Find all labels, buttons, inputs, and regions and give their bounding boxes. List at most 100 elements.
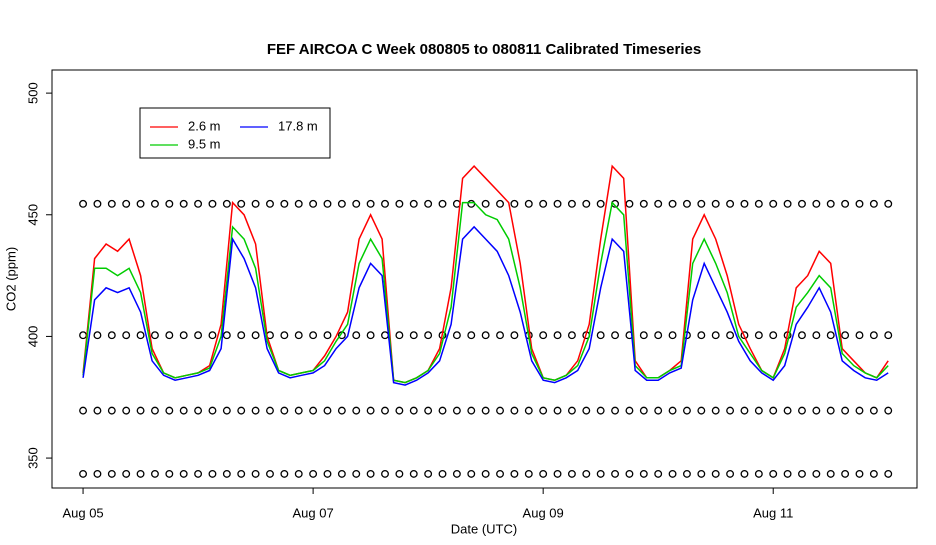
calibration-point [754,199,763,208]
calibration-point [467,406,476,415]
calibration-point [93,406,102,415]
calibration-point [769,469,778,478]
legend-label: 17.8 m [278,118,318,133]
calibration-point [424,469,433,478]
calibration-point [711,469,720,478]
calibration-point [726,406,735,415]
calibration-point [395,199,404,208]
calibration-point [826,406,835,415]
calibration-point [812,331,821,340]
calibration-point [150,199,159,208]
calibration-point [611,331,620,340]
calibration-point [352,469,361,478]
calibration-point [366,331,375,340]
calibration-point [237,406,246,415]
calibration-point [582,406,591,415]
calibration-point [496,331,504,340]
calibration-point [539,199,548,208]
calibration-point [582,469,591,478]
calibration-point [309,331,318,340]
calibration-point [582,199,591,208]
calibration-point [496,199,504,208]
calibration-point [107,331,116,340]
calibration-point [740,406,749,415]
calibration-point [481,406,490,415]
calibration-point [136,406,145,415]
calibration-point [553,331,562,340]
calibration-point [122,199,131,208]
calibration-point [798,199,806,208]
calibration-point [596,406,605,415]
calibration-point [122,331,131,340]
calibration-point [841,199,850,208]
calibration-point [524,406,533,415]
calibration-point [237,199,246,208]
calibration-point [783,469,792,478]
calibration-point [783,199,792,208]
calibration-point [309,199,318,208]
calibration-point [294,406,303,415]
calibration-point [395,469,404,478]
calibration-point [625,406,634,415]
calibration-point [539,406,548,415]
calibration-point [136,331,145,340]
calibration-point [366,406,375,415]
x-tick-label: Aug 07 [293,505,334,520]
calibration-point [122,469,131,478]
y-tick-label: 450 [25,204,40,226]
calibration-point [625,469,634,478]
calibration-point [682,469,691,478]
calibration-point [366,469,375,478]
calibration-point [884,199,893,208]
calibration-point [251,199,260,208]
x-tick-label: Aug 11 [753,505,793,520]
calibration-point [869,469,878,478]
calibration-point [481,331,490,340]
calibration-point [639,331,648,340]
calibration-point [352,331,361,340]
calibration-point [136,469,145,478]
x-tick-label: Aug 09 [523,505,564,520]
calibration-point [93,331,102,340]
calibration-point [798,469,806,478]
calibration-point [352,199,361,208]
calibration-point [323,469,332,478]
calibration-point [596,199,605,208]
calibration-point [150,406,159,415]
calibration-point [467,469,476,478]
calibration-point [208,199,217,208]
calibration-point [107,199,116,208]
calibration-point [783,406,792,415]
calibration-point [855,469,864,478]
calibration-point [668,469,677,478]
calibration-point [639,406,648,415]
calibration-point [381,199,389,208]
calibration-point [122,406,131,415]
calibration-point [208,469,217,478]
calibration-point [841,406,850,415]
calibration-point [323,331,332,340]
calibration-point [237,469,246,478]
calibration-point [826,331,835,340]
calibration-point [754,406,763,415]
calibration-point [337,199,346,208]
calibration-point [798,331,806,340]
series-line [82,201,889,384]
calibration-point [381,469,389,478]
calibration-point [93,469,102,478]
calibration-point [150,331,159,340]
calibration-point [726,331,735,340]
calibration-point [395,331,404,340]
calibration-point [611,469,620,478]
calibration-point [841,331,850,340]
calibration-point [855,406,864,415]
calibration-point [841,469,850,478]
calibration-point [294,331,303,340]
calibration-point [194,331,203,340]
calibration-point [769,199,778,208]
calibration-point [539,469,548,478]
calibration-point [496,406,504,415]
calibration-point [136,199,145,208]
